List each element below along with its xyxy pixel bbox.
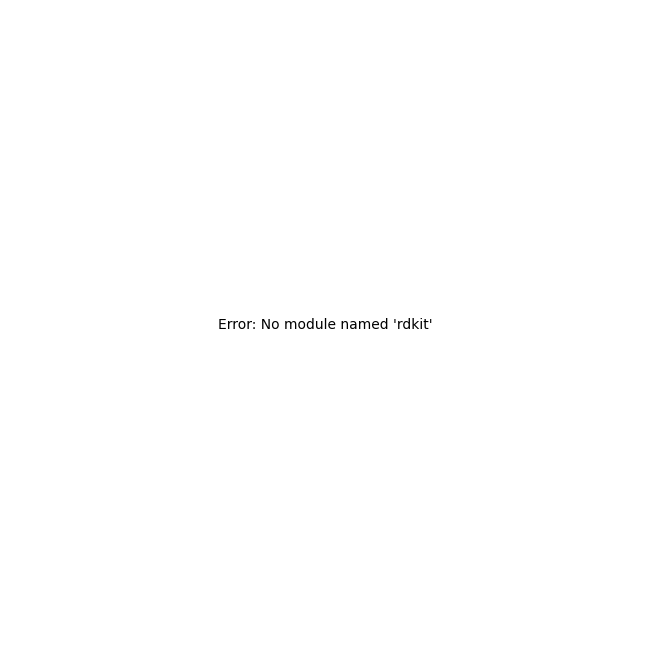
Text: Error: No module named 'rdkit': Error: No module named 'rdkit'	[218, 318, 432, 332]
